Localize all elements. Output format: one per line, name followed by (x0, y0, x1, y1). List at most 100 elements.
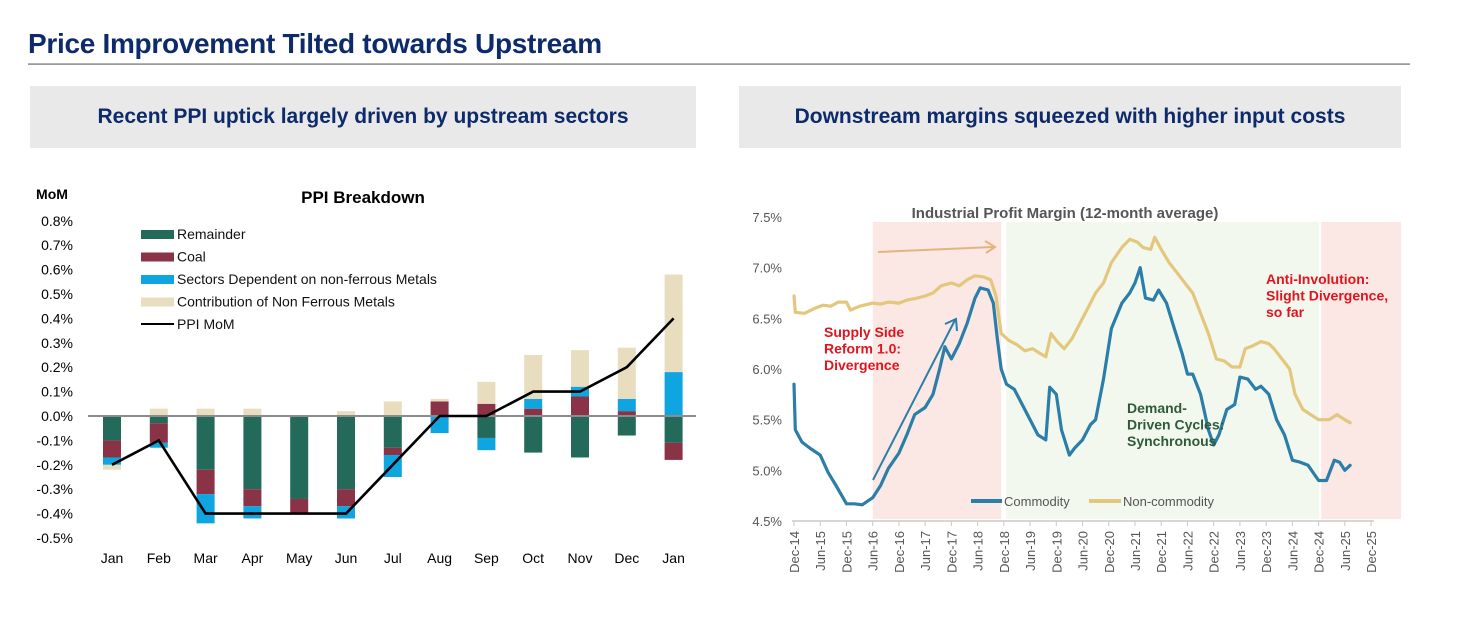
bar-segment-remainder (149, 416, 168, 424)
x-tick-label: Jun-18 (971, 531, 986, 571)
shaded-region (872, 222, 1002, 519)
shaded-region (1006, 222, 1320, 519)
y-tick-label: 6.5% (752, 311, 782, 326)
x-tick-label: Dec-23 (1259, 531, 1274, 573)
bar-segment-remainder (664, 416, 683, 443)
bar-segment-contribution-of-non-ferrous-metals (477, 381, 496, 404)
x-tick-label: Mar (194, 550, 218, 566)
y-tick-label: 0.3% (41, 335, 73, 351)
annotation-text: Anti-Involution: (1266, 271, 1369, 287)
bar-segment-coal (571, 396, 589, 416)
bar-segment-sectors-dependent-on-non-ferrous-metals (477, 437, 496, 451)
bar-segment-contribution-of-non-ferrous-metals (571, 350, 589, 387)
x-tick-label: Sep (474, 550, 499, 566)
legend-label: Coal (177, 249, 206, 265)
bar-segment-contribution-of-non-ferrous-metals (196, 408, 215, 416)
x-tick-label: Jan (662, 550, 685, 566)
page-title: Price Improvement Tilted towards Upstrea… (28, 28, 602, 59)
x-tick-label: Jan (101, 550, 124, 566)
legend-swatch (141, 230, 174, 239)
bar-segment-remainder (243, 416, 262, 490)
bar-segment-remainder (196, 416, 215, 470)
legend-label: Commodity (1004, 494, 1070, 509)
legend-label: Remainder (177, 226, 246, 242)
y-tick-label: 7.0% (752, 261, 782, 276)
y-tick-label: 6.0% (752, 362, 782, 377)
annotation-text: Divergence (824, 357, 900, 373)
x-tick-label: Jun-23 (1233, 531, 1248, 571)
x-tick-label: Jun-24 (1285, 531, 1300, 571)
series-line-non-commodity (792, 235, 1352, 425)
bar-segment-remainder (103, 416, 121, 441)
ppi-mom-line (111, 317, 675, 515)
y-tick-label: 0.5% (41, 286, 73, 302)
bar-segment-coal (290, 498, 309, 514)
series-line-commodity (792, 266, 1352, 507)
chart-left-title: PPI Breakdown (301, 188, 425, 207)
bar-segment-coal (103, 440, 121, 458)
arrow-head (944, 317, 958, 332)
title-divider (28, 63, 1410, 65)
x-tick-label: Jun-15 (813, 531, 828, 571)
x-tick-label: Oct (522, 550, 544, 566)
bar-segment-remainder (477, 416, 496, 438)
bar-segment-remainder (571, 416, 589, 458)
annotation-text: Synchronous (1127, 433, 1217, 449)
x-tick-label: Dec-15 (839, 531, 854, 573)
bar-segment-remainder (383, 416, 402, 448)
bar-segment-contribution-of-non-ferrous-metals (664, 274, 683, 373)
legend-label: Sectors Dependent on non-ferrous Metals (177, 271, 437, 287)
annotation-text: Reform 1.0: (824, 341, 901, 357)
bar-segment-remainder (524, 416, 543, 453)
bar-segment-contribution-of-non-ferrous-metals (337, 411, 355, 416)
y-tick-label: 0.2% (41, 359, 73, 375)
bar-segment-remainder (617, 416, 636, 436)
x-tick-label: Jun-16 (866, 531, 881, 571)
y-tick-label: 7.5% (752, 210, 782, 225)
bar-segment-sectors-dependent-on-non-ferrous-metals (103, 457, 121, 465)
bar-segment-coal (149, 423, 168, 443)
y-tick-label: 0.0% (41, 408, 73, 424)
bar-segment-coal (196, 469, 215, 495)
bar-segment-contribution-of-non-ferrous-metals (383, 401, 402, 416)
bar-segment-sectors-dependent-on-non-ferrous-metals (664, 372, 683, 416)
x-tick-label: Dec-14 (787, 531, 802, 573)
y-tick-label: 0.7% (41, 237, 73, 253)
y-tick-label: 5.5% (752, 413, 782, 428)
x-tick-label: Jun-25 (1338, 531, 1353, 571)
flat-trend-arrow (877, 246, 994, 253)
bar-segment-remainder (290, 416, 309, 499)
annotation-text: Demand- (1127, 400, 1187, 416)
x-tick-label: Jun-20 (1076, 531, 1091, 571)
y-tick-label: -0.3% (36, 481, 73, 497)
bar-segment-coal (430, 401, 449, 416)
right-panel-subheading: Downstream margins squeezed with higher … (739, 86, 1401, 148)
bar-segment-contribution-of-non-ferrous-metals (103, 464, 121, 470)
x-tick-label: Apr (242, 550, 264, 566)
legend-swatch (141, 275, 174, 284)
y-tick-label: 0.1% (41, 384, 73, 400)
annotation-text: so far (1266, 304, 1305, 320)
legend-label: Non-commodity (1123, 494, 1215, 509)
y-tick-label: 4.5% (752, 514, 782, 529)
x-tick-label: Dec-21 (1154, 531, 1169, 573)
bar-segment-coal (524, 408, 543, 416)
y-tick-label: 0.6% (41, 262, 73, 278)
bar-segment-contribution-of-non-ferrous-metals (617, 347, 636, 399)
bar-segment-contribution-of-non-ferrous-metals (430, 398, 449, 402)
rising-trend-arrow (872, 319, 956, 481)
left-panel-subheading: Recent PPI uptick largely driven by upst… (30, 86, 696, 148)
x-tick-label: Nov (568, 550, 593, 566)
x-tick-label: Dec-22 (1207, 531, 1222, 573)
annotation-text: Driven Cycles: (1127, 417, 1224, 433)
y-tick-label: -0.1% (36, 432, 73, 448)
x-tick-label: Jun-22 (1180, 531, 1195, 571)
x-tick-label: May (286, 550, 312, 566)
bar-segment-remainder (337, 416, 355, 490)
bar-segment-sectors-dependent-on-non-ferrous-metals (149, 442, 168, 448)
y-tick-label: -0.5% (36, 530, 73, 546)
x-tick-label: Feb (147, 550, 171, 566)
legend-label: Contribution of Non Ferrous Metals (177, 294, 395, 310)
legend-swatch (141, 252, 174, 262)
arrow-head (984, 240, 997, 254)
